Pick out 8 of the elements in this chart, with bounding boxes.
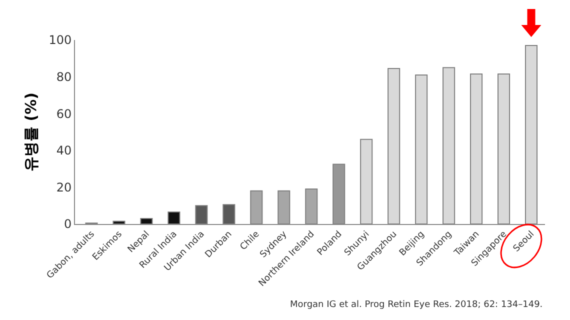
y-tick-label: 100 [48,33,72,48]
y-tick-label: 20 [56,180,72,194]
y-tick-label: 60 [56,106,72,121]
text: Morgan IG et al. Prog Retin Eye Res. 2018; 62: 134–149. [290,300,543,310]
y-tick-label: 0 [64,217,72,232]
y-tick-label: 80 [56,70,72,84]
y-axis-title: 유병률 (%) [22,92,40,172]
y-tick-label: 40 [56,144,72,158]
